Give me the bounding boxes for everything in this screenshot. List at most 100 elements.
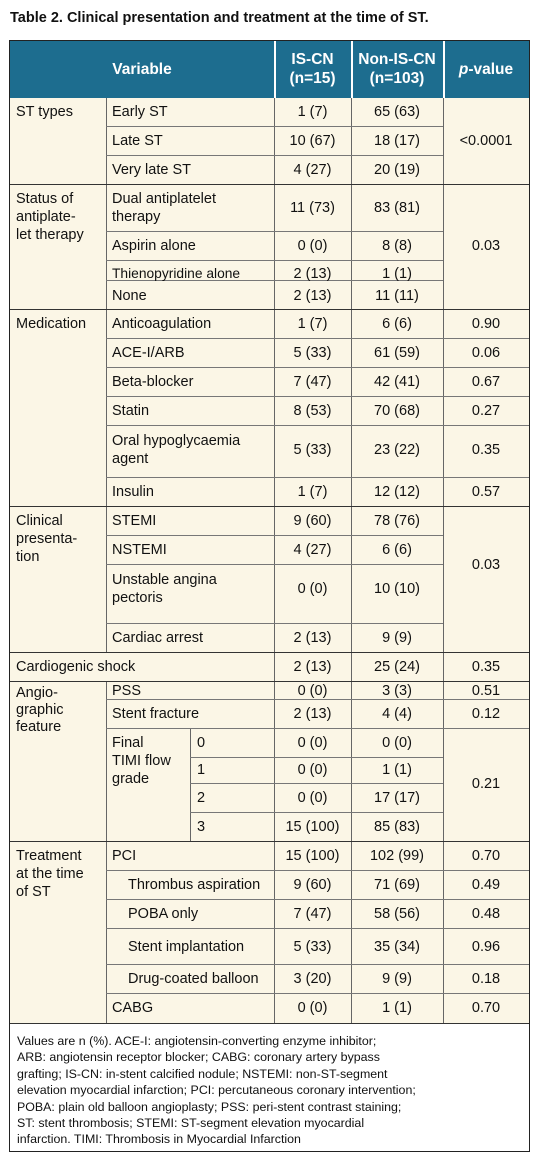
divider [443,98,444,1023]
row-label: Stent fracture [112,706,200,722]
cell-noniscn: 6 (6) [382,542,412,558]
cell-noniscn: 35 (34) [374,939,420,955]
row-label: PSS [112,683,142,699]
cell-noniscn: 58 (56) [374,906,420,922]
cell-iscn: 7 (47) [293,906,332,922]
cell-noniscn: 1 (1) [382,762,412,778]
group-status-l2: antiplate- [16,209,76,225]
row-label: Beta-blocker [112,374,194,390]
header-noniscn-label: Non-IS-CN [358,51,436,68]
row-label: Dual antiplatelet [112,191,216,207]
group-final-l1: Final [112,735,144,751]
cell-noniscn: 65 (63) [374,104,420,120]
header-pvalue-label: -value [468,61,514,78]
cell-iscn: 8 (53) [293,403,332,419]
cell-pvalue: 0.70 [471,1000,501,1016]
row-label: Very late ST [112,162,191,178]
cell-noniscn: 3 (3) [382,683,412,699]
cell-iscn: 0 (0) [297,581,328,597]
footnote-line: ST: stent thrombosis; STEMI: ST-segment … [17,1116,365,1131]
cell-pvalue: 0.35 [471,442,501,458]
cell-iscn: 2 (13) [293,706,332,722]
cell-iscn: 0 (0) [297,683,328,699]
cell-pvalue: 0.03 [471,238,501,254]
header-noniscn-n: (n=103) [369,70,425,87]
cell-iscn: 15 (100) [285,819,340,835]
footnote-text: Values are n (%). ACE-I: angiotensin-con… [17,1033,525,1148]
divider [106,98,107,652]
cell-iscn: 1 (7) [297,316,328,332]
cell-pvalue: 0.57 [471,484,501,500]
cell-pvalue: 0.90 [471,316,501,332]
cell-pvalue: 0.48 [471,906,501,922]
cell-pvalue: 0.51 [471,683,501,699]
cell-iscn: 0 (0) [297,790,328,806]
cell-iscn: 7 (47) [293,374,332,390]
cell-noniscn: 9 (9) [382,630,412,646]
data-table: Variable IS-CN (n=15) Non-IS-CN (n=103) … [9,40,530,1152]
row-label: CABG [112,1000,154,1016]
cell-pvalue: 0.12 [471,706,501,722]
row-label: Thienopyridine alone [112,266,241,281]
cell-noniscn: 85 (83) [374,819,420,835]
row-label: Insulin [112,484,154,500]
footnote-line: elevation myocardial infarction; PCI: pe… [17,1083,416,1098]
cell-noniscn: 61 (59) [374,345,420,361]
cell-iscn: 4 (27) [293,542,332,558]
row-label: NSTEMI [112,542,167,558]
row-label: Stent implantation [128,939,245,955]
cell-iscn: 5 (33) [293,442,332,458]
cell-noniscn: 23 (22) [374,442,420,458]
cell-noniscn: 6 (6) [382,316,412,332]
cell-noniscn: 18 (17) [374,133,420,149]
divider [106,681,107,1023]
row-label: pectoris [112,590,163,606]
group-medication: Medication [16,316,87,332]
cell-noniscn: 1 (1) [382,1000,412,1016]
cell-noniscn: 78 (76) [374,513,420,529]
cell-iscn: 0 (0) [297,238,328,254]
cell-iscn: 2 (13) [293,288,332,304]
cell-noniscn: 1 (1) [382,266,412,282]
group-angio-l2: graphic [16,702,64,718]
cell-noniscn: 17 (17) [374,790,420,806]
group-final-l2: TIMI flow [112,753,171,769]
row-label: Oral hypoglycaemia [112,433,241,449]
group-clinical-l3: tion [16,549,40,565]
cell-noniscn: 12 (12) [374,484,420,500]
row-label: PCI [112,848,137,864]
cell-noniscn: 83 (81) [374,200,420,216]
header-pvalue: p-value [443,60,529,79]
row-label: ACE-I/ARB [112,345,185,361]
cell-noniscn: 20 (19) [374,162,420,178]
cell-iscn: 3 (20) [293,971,332,987]
row-label: Thrombus aspiration [128,877,261,893]
cell-pvalue: 0.21 [471,776,501,792]
cell-noniscn: 42 (41) [374,374,420,390]
cell-noniscn: 4 (4) [382,706,412,722]
row-label: Unstable angina [112,572,217,588]
cell-noniscn: 9 (9) [382,971,412,987]
header-iscn: IS-CN (n=15) [274,50,351,88]
row-label: Anticoagulation [112,316,212,332]
group-angio-l3: feature [16,719,62,735]
table-header [10,41,529,98]
cell-iscn: 2 (13) [293,659,332,675]
cell-noniscn: 70 (68) [374,403,420,419]
header-pvalue-p: p [458,61,469,78]
cell-iscn: 15 (100) [285,848,340,864]
cell-iscn: 2 (13) [293,630,332,646]
cell-pvalue: 0.96 [471,939,501,955]
group-clinical-l1: Clinical [16,513,63,529]
cell-iscn: 5 (33) [293,939,332,955]
row-label: 3 [197,819,206,835]
row-label: Drug-coated balloon [128,971,259,987]
row-label: Statin [112,403,150,419]
row-label: POBA only [128,906,199,922]
header-variable: Variable [112,61,172,78]
cell-iscn: 2 (13) [293,266,332,282]
table-body-bg [10,98,529,1023]
divider [351,98,352,1023]
cell-pvalue: 0.18 [471,971,501,987]
